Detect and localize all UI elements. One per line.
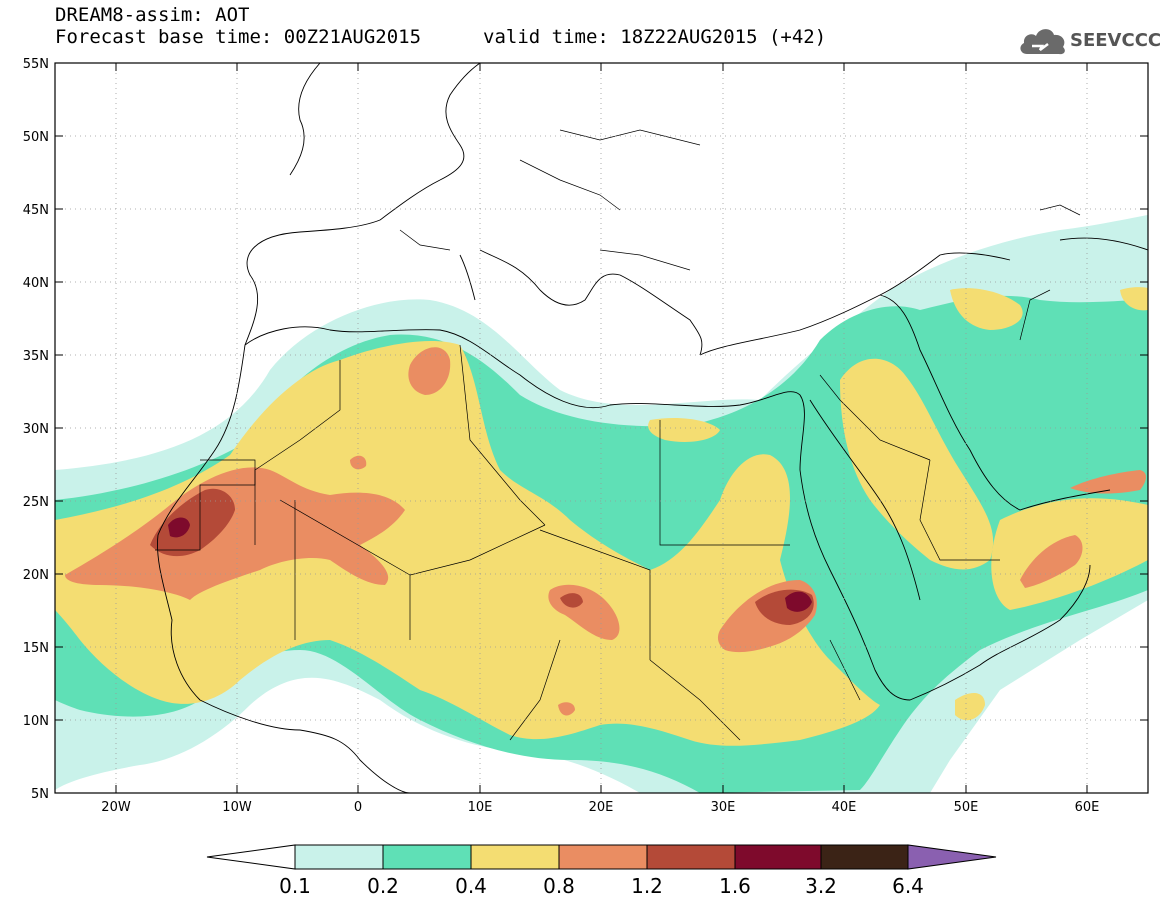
colorbar-label: 0.8 [543,874,575,898]
lat-label: 35N [23,349,49,364]
tick-marks [55,63,1148,793]
lon-label: 10E [468,800,493,815]
lat-label: 30N [23,422,49,437]
colorbar-label: 6.4 [892,874,924,898]
lon-label: 30E [711,800,736,815]
lon-label: 50E [954,800,979,815]
colorbar-label: 3.2 [805,874,837,898]
country-borders [155,129,1081,741]
lat-label: 50N [23,130,49,145]
graticule [55,63,1148,793]
lon-label: 20W [101,800,131,815]
colorbar-label: 0.4 [455,874,487,898]
lon-label: 60E [1075,800,1100,815]
aot-field [55,63,1148,793]
seevccc-logo: SEEVCCC [1018,23,1162,59]
lat-label: 10N [23,714,49,729]
colorbar [206,844,997,870]
lat-label: 45N [23,203,49,218]
lon-label: 0 [354,800,362,815]
lat-label: 55N [23,57,49,72]
lon-label: 40E [832,800,857,815]
coastlines [157,63,1148,793]
colorbar-label: 0.1 [279,874,311,898]
valid-time: valid time: 18Z22AUG2015 (+42) [483,26,827,48]
lat-label: 25N [23,495,49,510]
colorbar-swatch [558,844,648,870]
colorbar-swatch [382,844,472,870]
lon-label: 10W [222,800,252,815]
forecast-base-time: Forecast base time: 00Z21AUG2015 [55,26,422,48]
logo-text: SEEVCCC [1070,30,1162,51]
lat-label: 40N [23,276,49,291]
map-title: DREAM8-assim: AOT [55,4,250,26]
colorbar-label: 1.6 [719,874,751,898]
colorbar-swatch [294,844,384,870]
lat-label: 20N [23,568,49,583]
colorbar-swatch [646,844,736,870]
colorbar-swatch [907,844,997,870]
colorbar-label: 1.2 [631,874,663,898]
lat-label: 15N [23,641,49,656]
colorbar-swatch [470,844,560,870]
lat-label: 5N [31,787,49,802]
cloud-icon [1020,29,1065,55]
colorbar-label: 0.2 [367,874,399,898]
colorbar-swatch [734,844,822,870]
colorbar-swatch [820,844,909,870]
colorbar-swatch [206,844,296,870]
lon-label: 20E [589,800,614,815]
